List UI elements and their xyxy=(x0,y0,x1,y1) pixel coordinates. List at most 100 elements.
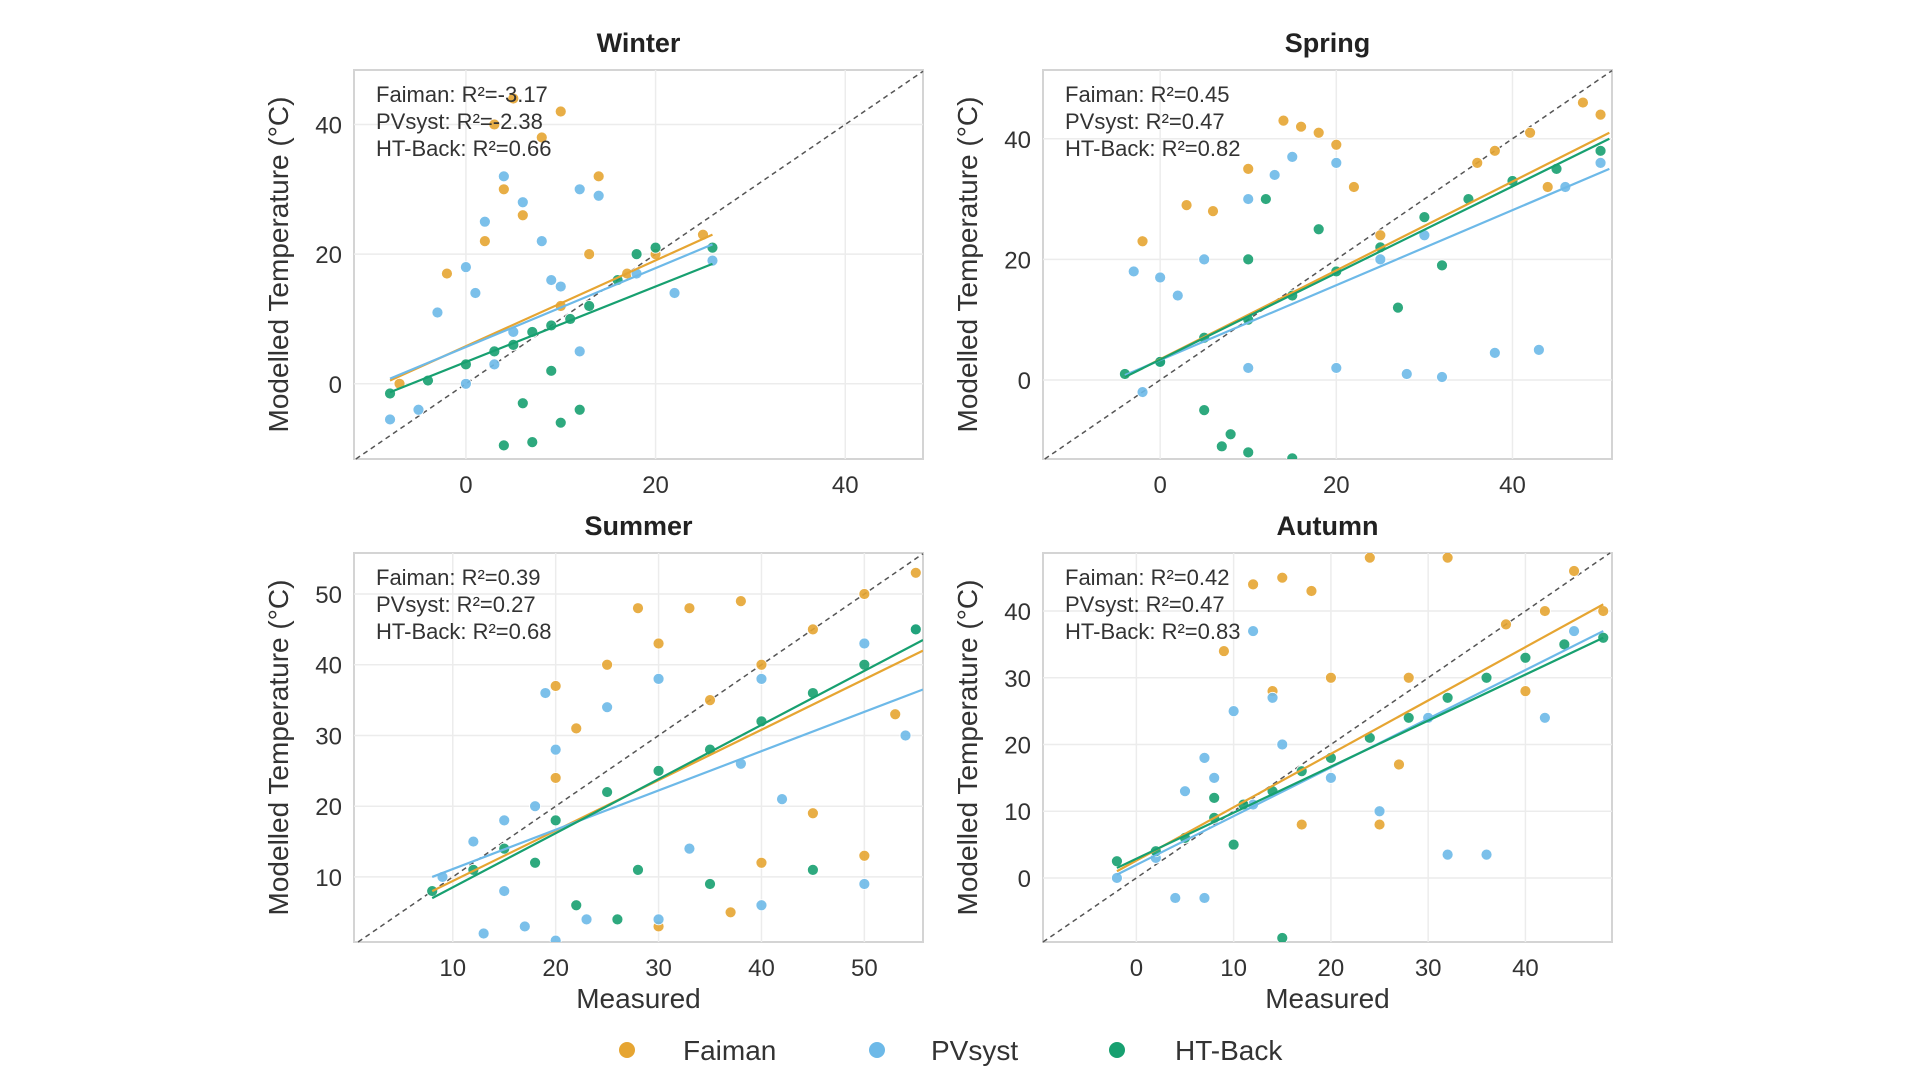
point-ht-back xyxy=(1312,223,1325,236)
point-faiman xyxy=(807,623,819,636)
y-tick-label: 0 xyxy=(1018,866,1031,893)
identity-line xyxy=(357,553,924,943)
x-tick-label: 30 xyxy=(1415,955,1442,982)
r2-annotation: HT-Back: R²=0.82 xyxy=(1065,136,1240,161)
point-ht-back xyxy=(1436,259,1448,272)
point-pvsyst xyxy=(535,235,548,248)
x-tick-label: 40 xyxy=(1512,955,1539,982)
panel-title: Autumn xyxy=(1277,511,1379,541)
point-ht-back xyxy=(1418,211,1431,224)
point-faiman xyxy=(807,807,819,820)
r2-annotation: PVsyst: R²=0.47 xyxy=(1065,109,1225,134)
point-pvsyst xyxy=(573,183,586,196)
x-tick-label: 0 xyxy=(1130,955,1143,982)
point-pvsyst xyxy=(1266,691,1279,704)
point-pvsyst xyxy=(755,672,768,685)
point-pvsyst xyxy=(1247,625,1259,637)
point-ht-back xyxy=(706,241,719,254)
point-faiman xyxy=(1305,585,1318,597)
r2-annotation: PVsyst: R²=0.27 xyxy=(376,592,536,617)
point-ht-back xyxy=(611,913,624,926)
point-faiman xyxy=(1180,199,1193,211)
y-tick-label: 30 xyxy=(315,723,342,750)
point-pvsyst xyxy=(384,413,396,426)
point-faiman xyxy=(570,722,583,735)
point-pvsyst xyxy=(1373,805,1386,818)
y-tick-label: 40 xyxy=(315,653,342,680)
point-pvsyst xyxy=(460,261,472,273)
fit-line-faiman xyxy=(431,649,923,893)
identity-line xyxy=(1042,552,1611,943)
point-faiman xyxy=(1348,181,1360,193)
point-pvsyst xyxy=(431,306,444,319)
point-ht-back xyxy=(1259,193,1272,205)
point-pvsyst xyxy=(498,814,511,827)
point-faiman xyxy=(755,856,768,869)
fit-line-ht-back xyxy=(389,262,713,394)
point-pvsyst xyxy=(601,701,614,714)
point-pvsyst xyxy=(1374,253,1387,266)
point-pvsyst xyxy=(668,287,681,299)
point-faiman xyxy=(1247,578,1259,591)
point-pvsyst xyxy=(1538,711,1551,724)
point-faiman xyxy=(1538,605,1551,617)
x-tick-label: 20 xyxy=(642,472,669,499)
point-ht-back xyxy=(909,623,922,636)
point-faiman xyxy=(441,267,453,280)
point-pvsyst xyxy=(497,170,510,183)
x-tick-label: 40 xyxy=(748,955,775,982)
points-group xyxy=(426,566,923,942)
identity-line xyxy=(1044,69,1613,460)
x-tick-label: 30 xyxy=(645,955,672,982)
point-pvsyst xyxy=(652,672,665,685)
point-ht-back xyxy=(652,764,665,777)
point-faiman xyxy=(1488,144,1501,157)
r2-annotation: PVsyst: R²=0.47 xyxy=(1065,592,1225,617)
point-ht-back xyxy=(1242,253,1255,266)
point-ht-back xyxy=(1594,144,1607,157)
y-axis-label: Modelled Temperature (°C) xyxy=(952,97,983,433)
point-pvsyst xyxy=(1330,156,1343,169)
point-pvsyst xyxy=(488,358,501,371)
point-pvsyst xyxy=(580,913,593,926)
point-ht-back xyxy=(526,436,539,449)
fit-line-ht-back xyxy=(431,639,923,900)
point-faiman xyxy=(554,105,567,118)
point-ht-back xyxy=(1208,791,1221,804)
point-pvsyst xyxy=(1276,738,1289,751)
y-tick-label: 40 xyxy=(315,112,342,139)
point-pvsyst xyxy=(706,254,719,267)
point-faiman xyxy=(601,658,614,671)
points-group xyxy=(384,92,719,452)
point-pvsyst xyxy=(1480,848,1493,861)
x-tick-label: 10 xyxy=(439,955,466,982)
point-pvsyst xyxy=(592,189,605,202)
y-tick-label: 10 xyxy=(1004,799,1031,826)
point-faiman xyxy=(507,92,520,105)
x-tick-label: 20 xyxy=(1323,472,1350,499)
point-pvsyst xyxy=(683,842,696,855)
point-ht-back xyxy=(1480,671,1493,684)
point-pvsyst xyxy=(755,899,768,912)
points-group xyxy=(1111,553,1610,942)
panel-summer: 10 20 30 40 50 10 20 30 40 50 Faiman: R²=0.39PVsys… xyxy=(263,511,924,1014)
y-tick-label: 0 xyxy=(1018,368,1031,395)
point-faiman xyxy=(1374,229,1387,242)
point-ht-back xyxy=(601,786,614,798)
point-ht-back xyxy=(1441,691,1454,704)
point-pvsyst xyxy=(469,287,482,299)
point-pvsyst xyxy=(1171,289,1184,302)
point-pvsyst xyxy=(1488,346,1501,359)
point-pvsyst xyxy=(858,878,871,890)
point-pvsyst xyxy=(516,196,529,209)
r2-annotation: Faiman: R²=-3.17 xyxy=(376,82,548,107)
point-faiman xyxy=(734,595,747,607)
x-tick-label: 0 xyxy=(1153,472,1166,499)
point-ht-back xyxy=(516,397,529,410)
point-faiman xyxy=(858,849,871,862)
fit-line-ht-back xyxy=(1124,137,1610,378)
point-ht-back xyxy=(554,416,567,429)
point-faiman xyxy=(1295,818,1308,831)
point-pvsyst xyxy=(1532,343,1545,356)
